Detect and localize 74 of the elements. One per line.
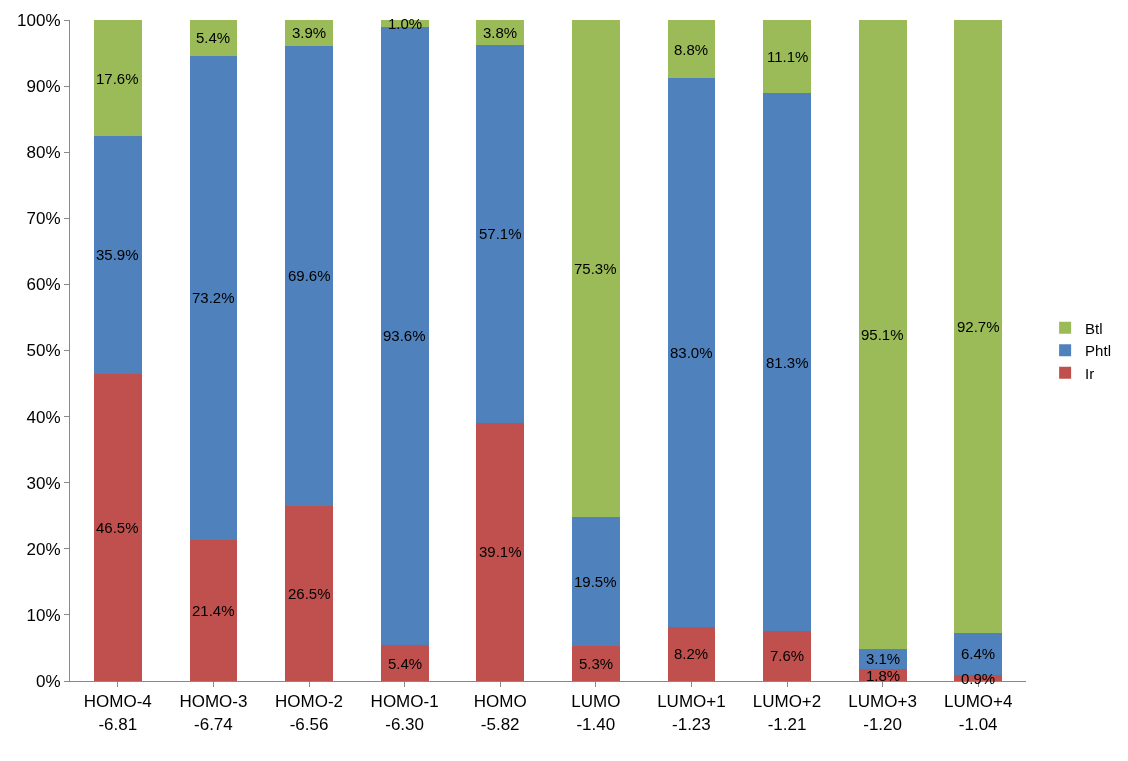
data-label: 81.3% — [766, 354, 809, 371]
data-label: 17.6% — [96, 70, 139, 87]
bar — [476, 45, 525, 423]
bar — [763, 630, 811, 681]
data-label: 1.8% — [866, 667, 901, 684]
y-tick-label: 10% — [26, 605, 61, 625]
data-label: 93.6% — [383, 327, 426, 344]
bar — [189, 55, 238, 540]
x-tick-label: LUMO+1 -1.23 — [657, 692, 726, 734]
x-tick-label: HOMO -5.82 — [473, 692, 527, 734]
bar — [93, 20, 142, 137]
data-label: 39.1% — [479, 543, 522, 560]
data-label: 92.7% — [957, 318, 1000, 335]
y-tick-label: 80% — [26, 143, 61, 163]
data-label: 19.5% — [574, 573, 617, 590]
legend-label: Btl — [1085, 319, 1103, 337]
x-tick-label: HOMO-3 -6.74 — [179, 692, 248, 734]
y-tick-label: 20% — [26, 539, 61, 559]
x-tick-label: HOMO-4 -6.81 — [83, 692, 152, 734]
data-label: 83.0% — [670, 344, 713, 361]
data-label: 5.4% — [196, 29, 231, 46]
bar — [93, 136, 142, 374]
data-label: 21.4% — [192, 602, 235, 619]
y-tick-label: 90% — [26, 77, 61, 97]
bar — [285, 45, 333, 506]
data-label: 75.3% — [574, 260, 617, 277]
data-label: 73.2% — [192, 289, 235, 306]
data-label: 46.5% — [96, 519, 139, 536]
bar — [954, 20, 1003, 633]
bar — [476, 422, 525, 681]
data-label: 11.1% — [767, 48, 809, 65]
data-label: 7.6% — [770, 647, 805, 664]
y-tick-label: 40% — [26, 407, 61, 427]
y-tick-label: 100% — [17, 10, 61, 30]
data-label: 3.9% — [292, 24, 327, 41]
data-label: 8.2% — [674, 645, 709, 662]
data-label: 57.1% — [479, 225, 522, 242]
bar — [667, 626, 716, 681]
x-tick-label: LUMO+2 -1.21 — [752, 692, 822, 734]
data-label: 95.1% — [861, 326, 904, 343]
y-tick-label: 30% — [26, 473, 61, 493]
data-label: 6.4% — [961, 645, 996, 662]
x-tick-label: LUMO+3 -1.20 — [848, 692, 917, 734]
bar — [858, 20, 907, 649]
bar — [285, 505, 333, 681]
bar — [380, 645, 429, 681]
x-tick-label: HOMO-1 -6.30 — [370, 692, 439, 734]
bar — [667, 20, 716, 79]
data-label: 69.6% — [288, 267, 331, 284]
bar — [763, 93, 811, 631]
x-tick-label: LUMO -1.40 — [571, 692, 621, 734]
data-label: 5.4% — [388, 655, 423, 672]
data-label: 8.8% — [674, 41, 709, 58]
y-tick-label: 50% — [26, 341, 61, 361]
bar — [763, 20, 811, 94]
legend-label: Ir — [1085, 364, 1095, 382]
bar — [571, 20, 620, 518]
x-tick-label: LUMO+4 -1.04 — [943, 692, 1013, 734]
data-label: 3.8% — [483, 24, 518, 41]
data-label: 1.0% — [388, 15, 423, 32]
bar — [93, 373, 142, 681]
bar — [667, 78, 716, 627]
bar — [189, 539, 238, 681]
data-label: 35.9% — [96, 246, 139, 263]
y-tick-label: 70% — [26, 209, 61, 229]
data-label: 26.5% — [288, 585, 331, 602]
x-tick-label: HOMO-2 -6.56 — [275, 692, 343, 734]
y-tick-label: 0% — [36, 671, 61, 691]
data-label: 5.3% — [579, 655, 614, 672]
data-label: 3.1% — [866, 650, 901, 667]
legend-label: Phtl — [1085, 342, 1111, 360]
y-tick-label: 60% — [26, 275, 61, 295]
bar — [954, 632, 1003, 676]
bar — [571, 517, 620, 646]
